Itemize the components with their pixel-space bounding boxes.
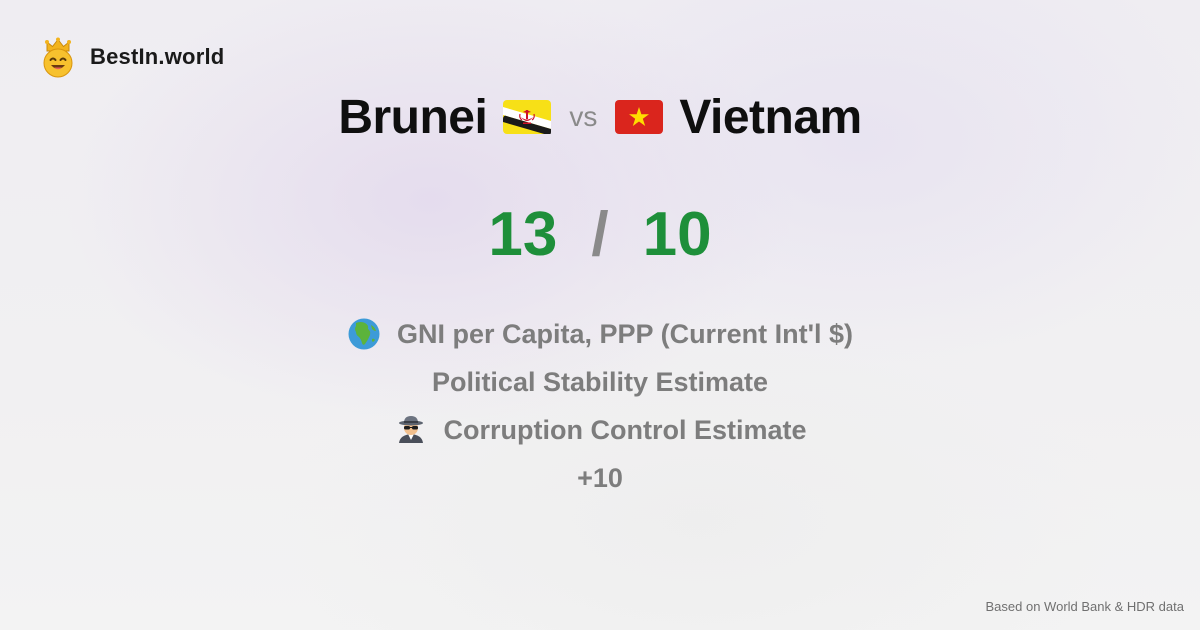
metric-political-stability: Political Stability Estimate — [0, 358, 1200, 406]
metric-label: Political Stability Estimate — [431, 366, 769, 397]
vs-separator: vs — [569, 101, 598, 132]
country-left-name: Brunei — [338, 90, 488, 144]
score-right: 10 — [642, 199, 712, 269]
metrics-list: GNI per Capita, PPP (Current Int'l $) Po… — [0, 310, 1200, 502]
detective-icon — [398, 416, 423, 443]
data-source-note: Based on World Bank & HDR data — [985, 599, 1184, 614]
metric-label: +10 — [577, 462, 623, 493]
vietnam-flag-icon — [615, 100, 664, 134]
country-right-name: Vietnam — [679, 90, 862, 144]
metric-more-count: +10 — [0, 454, 1200, 502]
metric-label: Corruption Control Estimate — [443, 414, 807, 445]
metric-gni: GNI per Capita, PPP (Current Int'l $) — [0, 310, 1200, 358]
metric-corruption-control: Corruption Control Estimate — [0, 406, 1200, 454]
score-left: 13 — [488, 199, 558, 269]
score-row: 13 / 10 — [0, 196, 1200, 272]
brunei-flag-icon — [503, 100, 552, 134]
crown-smiley-icon — [43, 37, 73, 78]
globe-africa-icon — [348, 318, 380, 350]
brand-header[interactable]: BestIn.world — [38, 36, 224, 78]
metric-label: GNI per Capita, PPP (Current Int'l $) — [397, 318, 853, 349]
comparison-title: Brunei vs Vietnam — [0, 86, 1200, 148]
score-separator: / — [591, 199, 609, 269]
brand-name: BestIn.world — [90, 44, 225, 69]
